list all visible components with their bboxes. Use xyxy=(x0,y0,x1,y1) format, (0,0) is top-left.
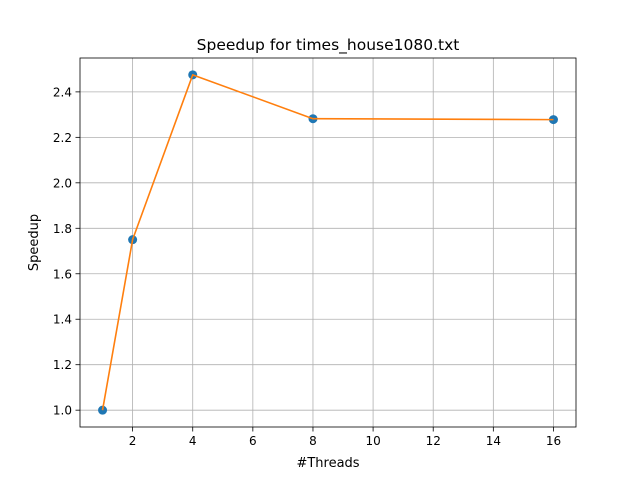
y-tick-label: 2.0 xyxy=(53,176,72,190)
chart-title: Speedup for times_house1080.txt xyxy=(197,36,460,55)
y-tick-label: 1.2 xyxy=(53,358,72,372)
x-tick-label: 8 xyxy=(309,434,317,448)
y-tick-label: 1.0 xyxy=(53,404,72,418)
x-tick-label: 16 xyxy=(546,434,561,448)
x-tick-label: 12 xyxy=(426,434,441,448)
ticks: 2 4 6 8 10 12 14 16 1.0 1.2 1.4 1.6 1.8 2.0 2.2 2.4 xyxy=(53,85,561,448)
series-line xyxy=(101,74,554,411)
x-axis-label: #Threads xyxy=(296,456,359,471)
y-axis-label: Speedup xyxy=(27,214,42,271)
x-tick-label: 14 xyxy=(486,434,501,448)
x-tick-label: 10 xyxy=(365,434,380,448)
x-tick-label: 2 xyxy=(129,434,137,448)
y-tick-label: 2.4 xyxy=(53,85,72,99)
x-tick-label: 4 xyxy=(189,434,197,448)
y-tick-label: 1.6 xyxy=(53,267,72,281)
y-tick-label: 1.8 xyxy=(53,222,72,236)
y-tick-label: 2.2 xyxy=(53,131,72,145)
plot-frame xyxy=(79,57,577,428)
series-layer xyxy=(98,70,558,415)
x-tick-label: 6 xyxy=(249,434,257,448)
y-tick-label: 1.4 xyxy=(53,313,72,327)
